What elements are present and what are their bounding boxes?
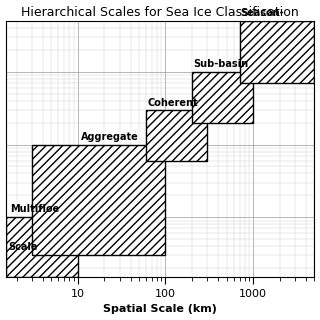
X-axis label: Spatial Scale (km): Spatial Scale (km) [103, 304, 217, 315]
Bar [192, 72, 253, 123]
Bar [5, 255, 32, 277]
Text: Season-: Season- [241, 8, 284, 18]
Text: Sub-basin: Sub-basin [194, 59, 249, 69]
Title: Hierarchical Scales for Sea Ice Classification: Hierarchical Scales for Sea Ice Classifi… [21, 5, 299, 19]
Bar [32, 145, 165, 255]
Text: Aggregate: Aggregate [81, 132, 139, 141]
Bar [5, 217, 78, 277]
Text: Scale: Scale [8, 242, 37, 252]
Text: Multifloe: Multifloe [10, 204, 60, 214]
Text: Coherent: Coherent [147, 98, 198, 108]
Bar [146, 110, 207, 161]
Bar [240, 21, 315, 83]
